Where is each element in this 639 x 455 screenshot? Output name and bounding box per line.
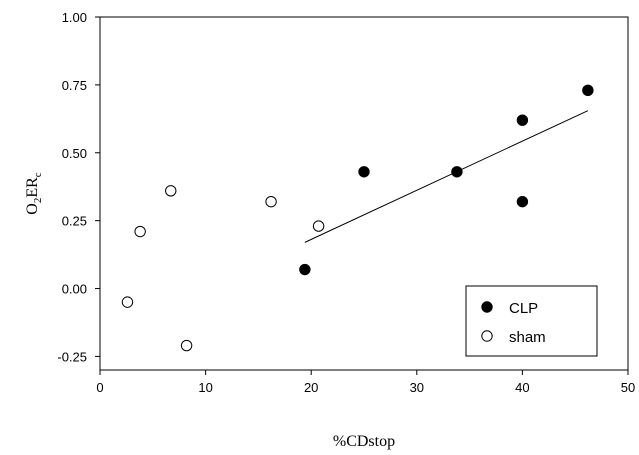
x-tick-label: 20 [304,380,318,395]
y-tick-label: 1.00 [62,10,87,25]
sham-data-point [121,296,134,308]
clp-data-point [299,263,311,276]
x-tick-label: 10 [198,380,212,395]
plot-frame [99,16,629,371]
x-tick-label: 30 [410,380,424,395]
y-tick-label: 0.00 [62,282,87,297]
sham-data-point [265,195,277,208]
legend-box [465,285,598,357]
legend: CLP sham [465,285,598,357]
clp-data-point [582,84,594,97]
legend-label-sham: sham [509,329,546,346]
sham-data-point [180,339,193,352]
sham-data-point [165,185,177,197]
y-axis-ticks: -0.25 0.00 0.25 0.50 0.75 1.00 [57,10,100,364]
clp-data-point [516,195,529,208]
x-axis-ticks: 0 10 20 30 40 50 [96,370,635,395]
y-tick-label: 0.75 [62,78,87,93]
legend-marker-sham [481,330,493,342]
clp-data-point [358,166,370,178]
x-axis-title: %CDstop [333,433,395,450]
clp-regression-line [304,110,589,243]
x-tick-label: 40 [515,380,529,395]
clp-data-point [516,114,529,126]
x-tick-label: 0 [96,380,103,395]
data-points [121,84,594,352]
sham-data-point [134,225,146,238]
clp-data-point [451,166,463,178]
legend-marker-clp [481,301,493,313]
y-tick-label: 0.25 [62,214,87,229]
sham-data-point [312,220,325,232]
y-tick-label: 0.50 [62,146,87,161]
y-axis-title: O2ERc [24,172,44,215]
legend-label-clp: CLP [509,300,538,317]
y-tick-label: -0.25 [57,349,87,364]
x-tick-label: 50 [621,380,635,395]
